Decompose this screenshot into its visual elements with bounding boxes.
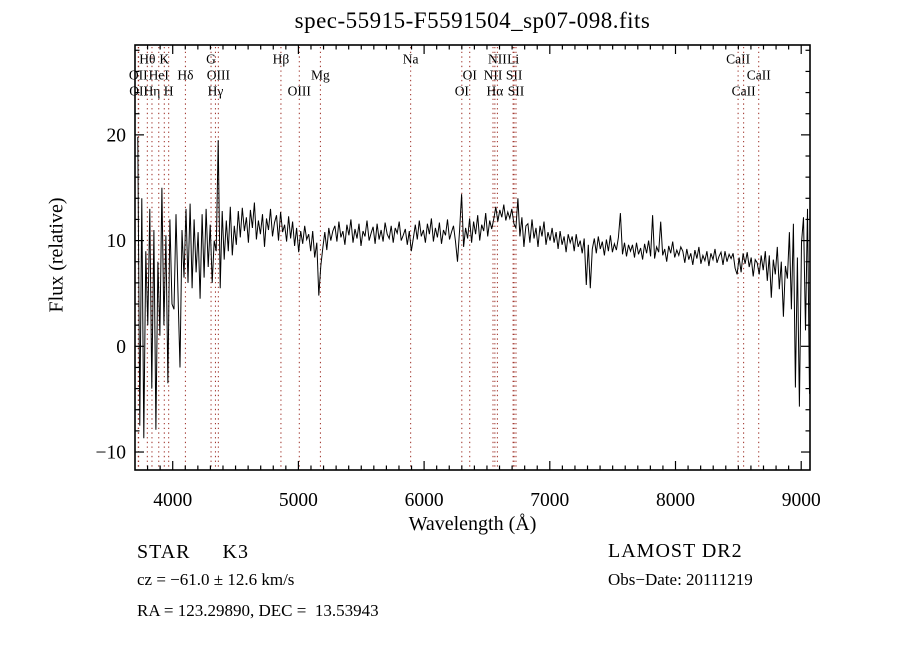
spectral-line-label: K [159,52,169,67]
spectral-line-label: OI [463,68,478,83]
spectral-line-label: OII [129,84,148,99]
spectral-line-label: Hα [486,84,503,99]
y-tick-label: 10 [107,231,127,252]
x-axis-label: Wavelength (Å) [408,513,537,535]
classification-line: STAR K3 [137,541,249,564]
object-class: STAR [137,541,191,563]
x-tick-label: 5000 [279,490,318,511]
plot-frame [134,44,811,471]
spectral-line-label: OIII [288,84,312,99]
cz-value: cz = −61.0 ± 12.6 km/s [137,570,295,589]
x-tick-label: 6000 [405,490,444,511]
x-tick-label: 8000 [656,490,695,511]
spectral-line-label: NII [484,68,503,83]
y-tick-label: 20 [107,125,127,146]
survey-label: LAMOST DR2 [608,540,743,562]
spectrum-path [137,136,810,439]
ra-dec-value: RA = 123.29890, DEC = 13.53943 [137,601,379,620]
spectral-line-label: Hδ [177,68,193,83]
spectral-line-label: OIII [207,68,231,83]
spectral-line-label: OII [129,68,148,83]
object-subclass: K3 [222,541,249,563]
y-tick-label: −10 [96,443,127,464]
spectral-line-label: CaII [732,84,756,99]
x-tick-label: 9000 [782,490,821,511]
spectral-line-label: HeI [149,68,170,83]
spectral-line-label: Hβ [273,52,290,67]
y-axis-label: Flux (relative) [45,197,68,313]
spectral-line-label: H [164,84,174,99]
spectral-line-label: CaII [747,68,771,83]
spectral-line-label: SII [506,68,523,83]
spectral-line-label: Hγ [208,84,224,99]
spectral-line-label: Hθ [139,52,155,67]
spectral-line-label: CaII [726,52,750,67]
y-tick-label: 0 [116,337,126,358]
spectral-line-label: Li [507,52,519,67]
x-tick-label: 4000 [153,490,192,511]
obs-date: Obs−Date: 20111219 [608,570,753,589]
spectral-line-label: Hη [144,84,161,99]
x-tick-label: 7000 [530,490,569,511]
spectral-line-label: G [206,52,216,67]
spectral-line-label: SII [508,84,525,99]
spectral-line-label: Na [403,52,419,67]
spectral-line-label: NII [488,52,507,67]
spectral-line-label: OI [455,84,470,99]
page-title: spec-55915-F5591504_sp07-098.fits [294,8,651,33]
spectral-line-label: Mg [311,68,330,83]
